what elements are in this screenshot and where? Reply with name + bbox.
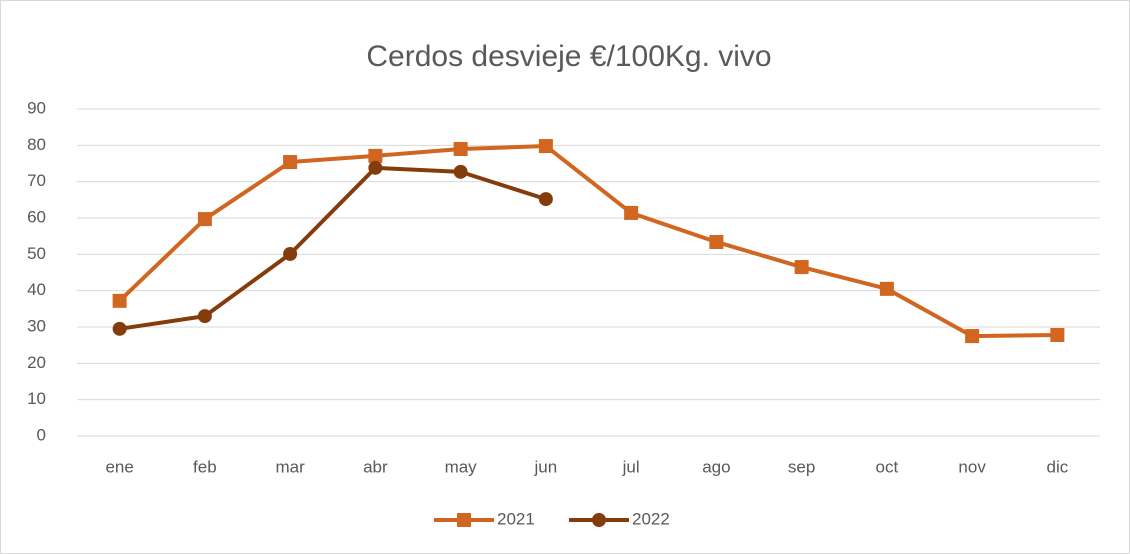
data-point [624,205,639,220]
data-point [283,155,298,170]
legend-marker [457,513,471,527]
data-point [112,293,127,308]
series-line [119,165,547,331]
x-tick-label: feb [193,457,217,476]
y-tick-label: 90 [27,98,46,117]
x-tick-label: oct [876,457,899,476]
y-tick-label: 40 [27,280,46,299]
y-tick-label: 10 [27,389,46,408]
data-point [794,260,809,275]
x-tick-label: may [445,457,478,476]
data-point [453,164,468,179]
data-point [538,192,553,207]
y-tick-label: 80 [27,135,46,154]
x-tick-label: abr [363,457,388,476]
series-line [118,144,1058,339]
y-tick-label: 0 [37,425,46,444]
x-tick-label: jul [622,457,640,476]
data-point [965,329,980,344]
x-tick-label: nov [958,457,986,476]
x-tick-label: mar [275,457,305,476]
y-tick-label: 30 [27,316,46,335]
data-point [112,321,127,336]
data-point [879,281,894,296]
data-point [283,246,298,261]
x-tick-label: dic [1047,457,1069,476]
y-tick-label: 60 [27,207,46,226]
legend-label: 2021 [497,509,535,528]
data-point [709,234,724,249]
data-point [453,141,468,156]
x-tick-label: ago [702,457,730,476]
legend-marker [592,513,606,527]
x-tick-label: jun [534,457,558,476]
legend-label: 2022 [632,509,670,528]
x-tick-label: ene [105,457,133,476]
data-point [368,148,383,163]
data-point [1050,327,1065,342]
data-point [197,309,212,324]
chart-title: Cerdos desvieje €/100Kg. vivo [366,40,771,73]
data-point [197,212,212,227]
y-tick-label: 70 [27,171,46,190]
data-point [368,160,383,175]
data-point [538,139,553,154]
y-tick-label: 20 [27,353,46,372]
x-tick-label: sep [788,457,815,476]
y-tick-label: 50 [27,244,46,263]
